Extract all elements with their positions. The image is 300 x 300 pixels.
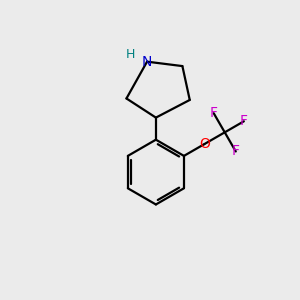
Text: F: F: [232, 145, 240, 158]
Text: F: F: [210, 106, 218, 120]
Text: O: O: [199, 137, 210, 151]
Text: H: H: [126, 48, 136, 61]
Text: N: N: [142, 55, 152, 69]
Text: F: F: [240, 114, 248, 128]
